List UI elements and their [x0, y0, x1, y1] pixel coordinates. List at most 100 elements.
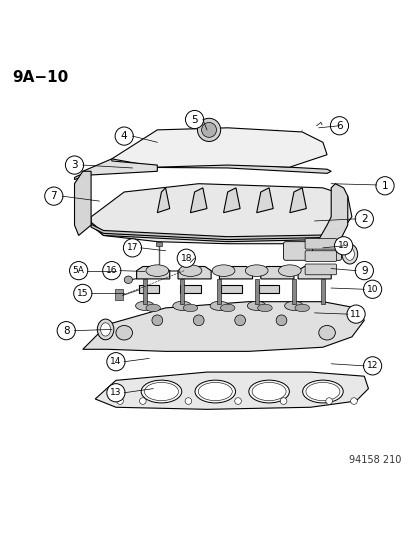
Bar — [115, 289, 122, 300]
Text: 13: 13 — [110, 388, 121, 397]
Polygon shape — [318, 184, 347, 246]
Circle shape — [363, 280, 381, 298]
FancyBboxPatch shape — [304, 264, 336, 275]
Circle shape — [280, 398, 286, 405]
Ellipse shape — [144, 382, 178, 401]
Text: 18: 18 — [180, 254, 192, 263]
Circle shape — [234, 398, 241, 405]
Bar — [254, 279, 258, 304]
Text: 6: 6 — [335, 121, 342, 131]
Circle shape — [185, 398, 191, 405]
Polygon shape — [190, 188, 206, 213]
Polygon shape — [91, 222, 339, 241]
Text: 7: 7 — [50, 191, 57, 201]
Polygon shape — [223, 188, 240, 213]
Circle shape — [177, 249, 195, 268]
Circle shape — [57, 321, 75, 340]
Text: 10: 10 — [366, 285, 377, 294]
Ellipse shape — [124, 276, 132, 284]
Circle shape — [74, 284, 92, 303]
Polygon shape — [260, 266, 293, 279]
Polygon shape — [157, 188, 169, 213]
Circle shape — [45, 187, 63, 205]
Ellipse shape — [183, 304, 197, 312]
Ellipse shape — [178, 265, 202, 277]
Bar — [156, 241, 162, 246]
Circle shape — [275, 315, 286, 326]
Text: 17: 17 — [126, 244, 138, 252]
Ellipse shape — [198, 382, 232, 401]
Polygon shape — [83, 159, 157, 175]
FancyBboxPatch shape — [304, 238, 336, 249]
Text: 94158 210: 94158 210 — [348, 455, 401, 465]
Circle shape — [350, 398, 356, 405]
Circle shape — [201, 123, 216, 138]
Ellipse shape — [247, 301, 265, 310]
Text: 5: 5 — [191, 115, 197, 125]
Polygon shape — [221, 285, 242, 293]
Ellipse shape — [248, 380, 289, 403]
Ellipse shape — [257, 304, 272, 312]
Ellipse shape — [220, 304, 235, 312]
Text: 9A−10: 9A−10 — [12, 70, 69, 85]
Text: 14: 14 — [110, 357, 121, 366]
Circle shape — [139, 398, 146, 405]
Polygon shape — [136, 266, 169, 279]
Ellipse shape — [210, 301, 228, 310]
Polygon shape — [219, 266, 252, 279]
Ellipse shape — [305, 382, 339, 401]
Text: 8: 8 — [63, 326, 69, 336]
Polygon shape — [180, 285, 200, 293]
Circle shape — [354, 262, 373, 280]
Text: 12: 12 — [366, 361, 377, 370]
FancyBboxPatch shape — [283, 241, 312, 260]
Polygon shape — [74, 171, 91, 236]
Circle shape — [346, 305, 364, 323]
Ellipse shape — [278, 265, 300, 277]
Text: 16: 16 — [106, 266, 117, 275]
Bar — [142, 279, 147, 304]
Circle shape — [334, 237, 352, 255]
Circle shape — [123, 239, 141, 257]
Ellipse shape — [195, 380, 235, 403]
Circle shape — [325, 398, 332, 405]
Circle shape — [354, 210, 373, 228]
Polygon shape — [289, 188, 306, 213]
Polygon shape — [138, 285, 159, 293]
Ellipse shape — [173, 301, 191, 310]
Bar — [291, 279, 295, 304]
Text: 11: 11 — [349, 310, 361, 319]
Polygon shape — [297, 266, 330, 279]
Polygon shape — [258, 285, 279, 293]
Text: 3: 3 — [71, 160, 78, 170]
Ellipse shape — [302, 380, 342, 403]
Ellipse shape — [341, 244, 357, 264]
Bar — [320, 279, 324, 304]
Polygon shape — [178, 266, 211, 279]
Circle shape — [116, 398, 123, 405]
Ellipse shape — [116, 326, 132, 340]
Ellipse shape — [100, 323, 110, 336]
Circle shape — [69, 262, 88, 280]
Polygon shape — [112, 128, 326, 167]
Bar — [217, 279, 221, 304]
FancyBboxPatch shape — [312, 241, 341, 260]
Circle shape — [363, 357, 381, 375]
Circle shape — [185, 110, 203, 128]
Ellipse shape — [284, 301, 302, 310]
Ellipse shape — [318, 326, 335, 340]
Circle shape — [152, 315, 162, 326]
Ellipse shape — [146, 265, 169, 277]
Circle shape — [330, 117, 348, 135]
Text: 9: 9 — [360, 265, 367, 276]
Bar — [180, 279, 184, 304]
Circle shape — [197, 118, 220, 141]
Text: 2: 2 — [360, 214, 367, 224]
Ellipse shape — [344, 248, 354, 260]
Ellipse shape — [97, 319, 114, 340]
Ellipse shape — [252, 382, 285, 401]
Text: 15: 15 — [77, 289, 88, 298]
Polygon shape — [91, 184, 351, 244]
Text: 1: 1 — [381, 181, 387, 191]
Text: 5A: 5A — [73, 266, 84, 275]
